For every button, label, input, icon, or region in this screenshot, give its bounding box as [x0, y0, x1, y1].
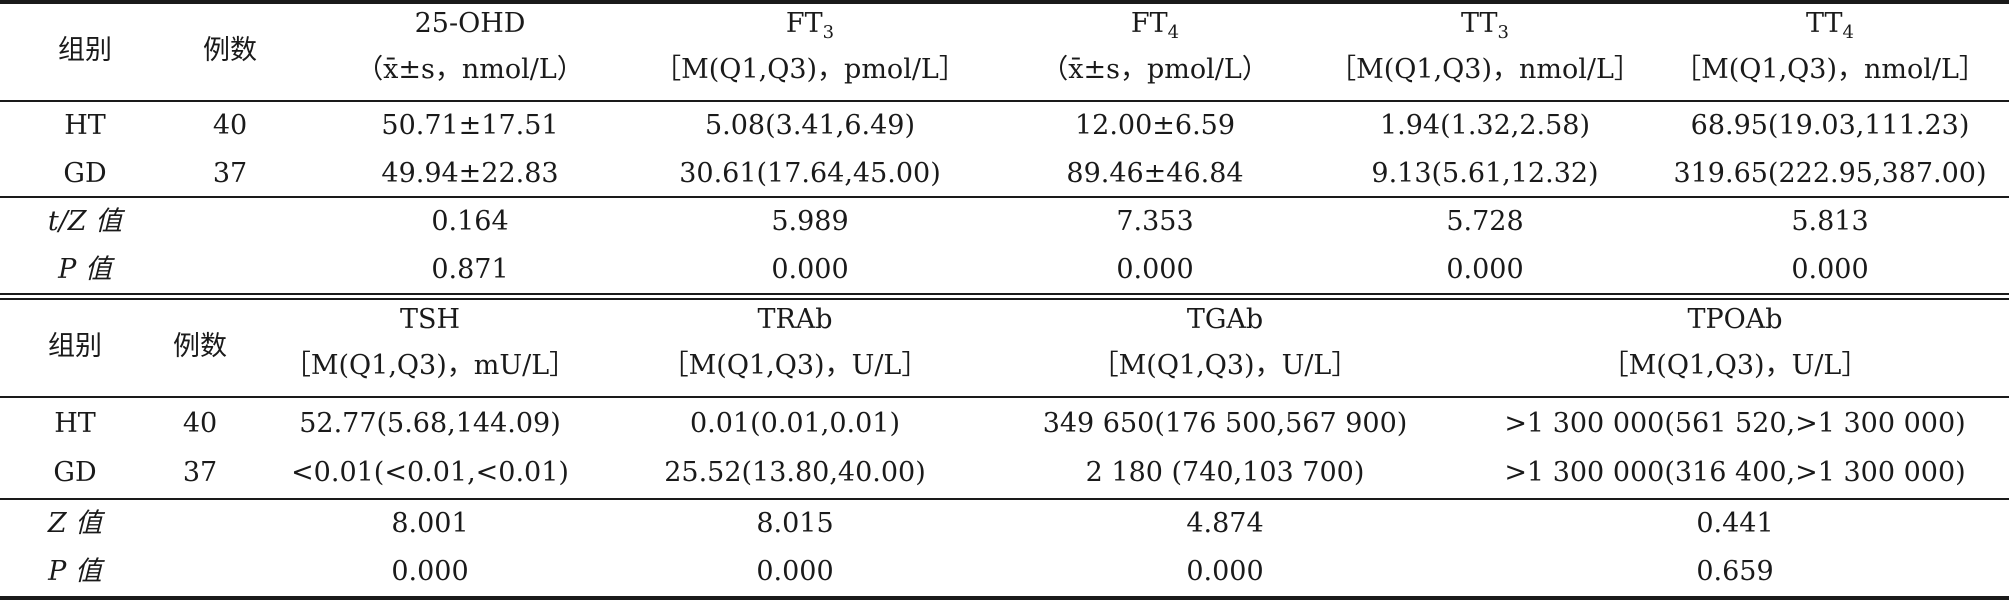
stat-label: t/Z 值: [47, 206, 123, 237]
stat-value: 0.441: [1696, 508, 1774, 539]
value-cell: 2 180 (740,103 700): [1085, 457, 1365, 488]
value-cell: 50.71±17.51: [381, 110, 559, 141]
table1-header-group: 组别: [58, 35, 112, 66]
col-name: TSH: [399, 304, 461, 335]
value-cell: <0.01(<0.01,<0.01): [291, 457, 569, 488]
col-name: TT3: [1461, 8, 1509, 43]
col-name: TT4: [1806, 8, 1854, 43]
value-cell: 5.08(3.41,6.49): [704, 110, 915, 141]
col-unit: ［M(Q1,Q3)，mU/L］: [283, 350, 577, 381]
col-name: TRAb: [757, 304, 833, 335]
value-cell: 9.13(5.61,12.32): [1371, 158, 1599, 189]
stat-value: 0.871: [431, 254, 509, 285]
value-cell: 30.61(17.64,45.00): [679, 158, 941, 189]
cases-cell: 37: [182, 457, 218, 488]
value-cell: 89.46±46.84: [1066, 158, 1244, 189]
stat-value: 0.000: [1116, 254, 1194, 285]
col-name: FT4: [1130, 8, 1180, 43]
stat-value: 8.001: [391, 508, 469, 539]
stat-value: 5.813: [1791, 206, 1869, 237]
table-divider-rule-upper: [0, 293, 2009, 295]
table2-header-tsh: TSH ［M(Q1,Q3)，mU/L］: [270, 304, 590, 394]
stat-value: 5.989: [771, 206, 849, 237]
value-cell: 1.94(1.32,2.58): [1379, 110, 1590, 141]
col-unit: ［M(Q1,Q3)，U/L］: [1091, 350, 1359, 381]
stat-value: 0.000: [1186, 556, 1264, 587]
table2-body-rule: [0, 498, 2009, 500]
stat-value: 5.728: [1446, 206, 1524, 237]
table1-header-ft3: FT3 ［M(Q1,Q3)，pmol/L］: [640, 8, 980, 98]
table2-header-trab: TRAb ［M(Q1,Q3)，U/L］: [640, 304, 950, 394]
group-cell: HT: [64, 110, 106, 141]
col-unit: ［M(Q1,Q3)，nmol/L］: [1329, 54, 1641, 85]
col-unit: ［M(Q1,Q3)，U/L］: [661, 350, 929, 381]
value-cell: 25.52(13.80,40.00): [664, 457, 926, 488]
stat-label: P 值: [58, 254, 112, 285]
value-cell: >1 300 000(316 400,>1 300 000): [1504, 457, 1966, 488]
stat-value: 8.015: [756, 508, 834, 539]
group-cell: GD: [53, 457, 97, 488]
table1-body-rule: [0, 196, 2009, 198]
stat-value: 0.659: [1696, 556, 1774, 587]
table1-header-rule: [0, 100, 2009, 102]
value-cell: 0.01(0.01,0.01): [689, 408, 900, 439]
value-cell: 319.65(222.95,387.00): [1673, 158, 1987, 189]
stat-label: Z 值: [47, 508, 103, 539]
table1-top-rule: [0, 0, 2009, 4]
stat-value: 0.000: [391, 556, 469, 587]
stat-label: P 值: [48, 556, 102, 587]
col-name: TGAb: [1186, 304, 1264, 335]
value-cell: 52.77(5.68,144.09): [299, 408, 561, 439]
col-unit: ［M(Q1,Q3)，pmol/L］: [654, 54, 966, 85]
table2-header-rule: [0, 396, 2009, 398]
stat-value: 0.000: [1446, 254, 1524, 285]
table2-header-cases: 例数: [173, 331, 227, 362]
col-name: FT3: [785, 8, 835, 43]
table2-bottom-rule: [0, 596, 2009, 600]
group-cell: HT: [54, 408, 96, 439]
col-name: 25-OHD: [414, 8, 526, 39]
table1-header-cases: 例数: [203, 35, 257, 66]
group-cell: GD: [63, 158, 107, 189]
value-cell: 12.00±6.59: [1074, 110, 1236, 141]
cases-cell: 37: [212, 158, 248, 189]
table1-header-tt4: TT4 ［M(Q1,Q3)，nmol/L］: [1660, 8, 2000, 98]
table1-header-tt3: TT3 ［M(Q1,Q3)，nmol/L］: [1320, 8, 1650, 98]
stat-value: 0.164: [431, 206, 509, 237]
stat-value: 0.000: [1791, 254, 1869, 285]
table2-header-group: 组别: [48, 331, 102, 362]
cases-cell: 40: [212, 110, 248, 141]
table1-header-25ohd: 25-OHD （x̄±s，nmol/L）: [310, 8, 630, 98]
col-unit: （x̄±s，nmol/L）: [356, 54, 584, 85]
table-divider-rule-lower: [0, 298, 2009, 300]
value-cell: >1 300 000(561 520,>1 300 000): [1504, 408, 1966, 439]
value-cell: 349 650(176 500,567 900): [1042, 408, 1408, 439]
col-unit: （x̄±s，pmol/L）: [1041, 54, 1269, 85]
value-cell: 68.95(19.03,111.23): [1690, 110, 1970, 141]
table2-header-tpoab: TPOAb ［M(Q1,Q3)，U/L］: [1480, 304, 1990, 394]
stat-value: 0.000: [771, 254, 849, 285]
stat-value: 0.000: [756, 556, 834, 587]
table1-header-ft4: FT4 （x̄±s，pmol/L）: [1000, 8, 1310, 98]
table2-header-tgab: TGAb ［M(Q1,Q3)，U/L］: [1000, 304, 1450, 394]
col-name: TPOAb: [1687, 304, 1783, 335]
stat-value: 7.353: [1116, 206, 1194, 237]
cases-cell: 40: [182, 408, 218, 439]
col-unit: ［M(Q1,Q3)，nmol/L］: [1674, 54, 1986, 85]
stat-value: 4.874: [1186, 508, 1264, 539]
col-unit: ［M(Q1,Q3)，U/L］: [1601, 350, 1869, 381]
value-cell: 49.94±22.83: [381, 158, 559, 189]
